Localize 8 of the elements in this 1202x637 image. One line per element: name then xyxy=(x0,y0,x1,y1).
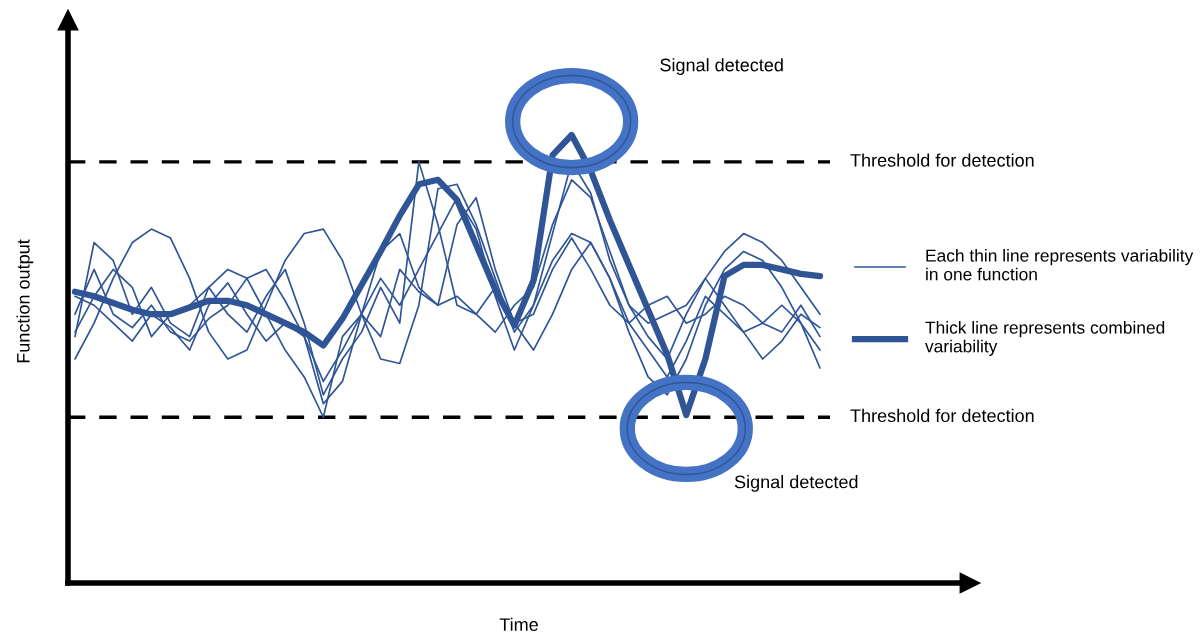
text: Signal detected xyxy=(660,58,783,75)
y-axis-title: Function output xyxy=(16,239,34,363)
x-axis-title: Time xyxy=(499,617,538,631)
legend-label: Each thin line represents variability in one function xyxy=(926,249,1194,281)
legend-label: Thick line represents combined variability xyxy=(925,321,1165,356)
ref-line-label: Threshold for detection xyxy=(850,408,1034,423)
ref-line-label: Threshold for detection xyxy=(850,153,1034,167)
annotation: Signal detected xyxy=(734,475,858,492)
